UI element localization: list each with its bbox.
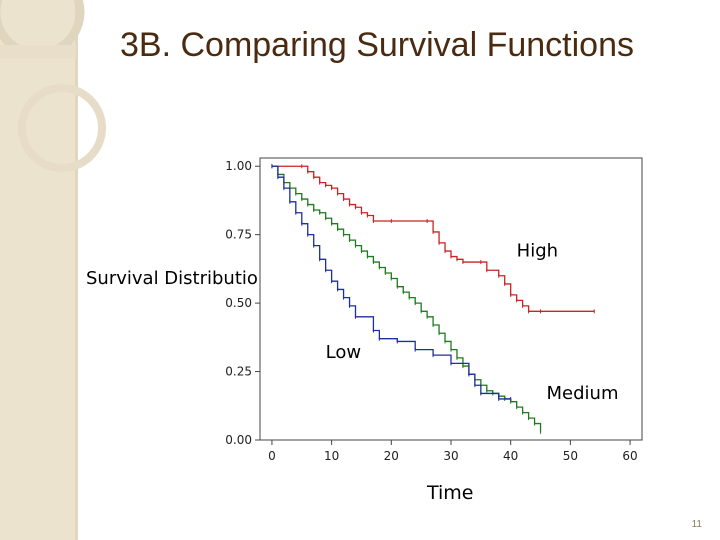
ring-bottom xyxy=(18,84,106,172)
y-tick-label: 1.00 xyxy=(225,159,252,173)
x-tick-label: 10 xyxy=(324,449,339,463)
ring-band xyxy=(0,45,76,59)
x-tick-label: 50 xyxy=(563,449,578,463)
y-tick-label: 0.50 xyxy=(225,296,252,310)
x-tick-label: 30 xyxy=(443,449,458,463)
x-tick-label: 40 xyxy=(503,449,518,463)
x-tick-label: 60 xyxy=(622,449,637,463)
decorative-rings xyxy=(0,0,106,172)
x-tick-label: 0 xyxy=(268,449,276,463)
page-number: 11 xyxy=(691,519,702,530)
series-line-low xyxy=(271,165,511,400)
y-tick-label: 0.25 xyxy=(225,365,252,379)
slide-title: 3B. Comparing Survival Functions xyxy=(120,26,635,64)
series-label-low: Low xyxy=(326,342,361,363)
y-tick-label: 0.00 xyxy=(225,433,252,447)
series-label-medium: Medium xyxy=(547,383,619,404)
x-tick-label: 20 xyxy=(384,449,399,463)
series-label-high: High xyxy=(517,241,558,262)
series-line-high xyxy=(271,165,595,312)
sidebar-edge xyxy=(75,0,78,540)
plot-frame xyxy=(259,157,643,441)
y-tick-label: 0.75 xyxy=(225,228,252,242)
x-axis-label: Time xyxy=(427,482,474,504)
